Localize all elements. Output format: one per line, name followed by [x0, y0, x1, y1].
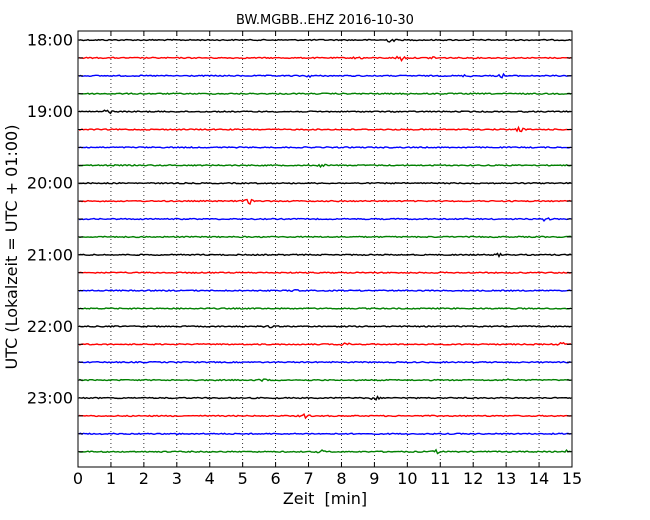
trace-2200: [78, 324, 572, 329]
trace-1800: [78, 38, 572, 43]
x-tick-label: 8: [336, 469, 346, 488]
y-tick-label: 21:00: [27, 245, 73, 264]
chart-title: BW.MGBB..EHZ 2016-10-30: [236, 13, 414, 28]
trace-1845: [78, 92, 572, 96]
trace-2300: [78, 395, 572, 402]
trace-1930: [78, 146, 572, 149]
x-gridlines: [110, 31, 540, 467]
y-tick-label: 20:00: [27, 174, 73, 193]
y-tick-label: 23:00: [27, 389, 73, 408]
trace-2215: [78, 341, 572, 347]
trace-2030: [78, 217, 572, 223]
trace-2115: [78, 271, 572, 275]
trace-1900: [78, 109, 572, 115]
x-tick-label: 13: [496, 469, 516, 488]
trace-2015: [78, 198, 572, 206]
x-tick-label: 11: [430, 469, 450, 488]
trace-1830: [78, 72, 572, 79]
trace-2145: [78, 307, 572, 310]
x-tick-label: 6: [271, 469, 281, 488]
trace-1945: [78, 163, 572, 169]
seismic-traces: [78, 38, 572, 455]
y-tick-label: 19:00: [27, 102, 73, 121]
trace-2000: [78, 181, 572, 185]
trace-2315: [78, 412, 572, 420]
axis-ticks: 0 1 2 3 4 5 6 7 8 9 10 11 12 13 14 1518:0019:0020:0021:…: [27, 31, 582, 489]
x-tick-label: 15: [562, 469, 582, 488]
x-tick-label: 12: [463, 469, 483, 488]
x-tick-label: 0: [73, 469, 83, 488]
x-tick-label: 3: [172, 469, 182, 488]
x-tick-label: 1: [106, 469, 116, 488]
trace-2345: [78, 448, 572, 455]
x-tick-label: 5: [238, 469, 248, 488]
x-tick-label: 14: [529, 469, 549, 488]
x-tick-label: 4: [205, 469, 215, 488]
trace-2330: [78, 432, 572, 436]
x-tick-label: 10: [397, 469, 417, 488]
trace-1815: [78, 55, 572, 62]
y-tick-label: 18:00: [27, 31, 73, 50]
x-axis-label: Zeit [min]: [283, 489, 367, 508]
trace-2230: [78, 360, 572, 364]
plot-frame: [77, 30, 573, 468]
x-tick-label: 9: [369, 469, 379, 488]
trace-2245: [78, 378, 572, 383]
x-tick-label: 7: [303, 469, 313, 488]
x-tick-label: 2: [139, 469, 149, 488]
y-axis-label: UTC (Lokalzeit = UTC + 01:00): [2, 125, 21, 370]
trace-2045: [78, 235, 572, 239]
trace-2100: [78, 252, 572, 259]
trace-2130: [78, 289, 572, 293]
trace-1915: [78, 125, 572, 133]
y-tick-label: 22:00: [27, 317, 73, 336]
